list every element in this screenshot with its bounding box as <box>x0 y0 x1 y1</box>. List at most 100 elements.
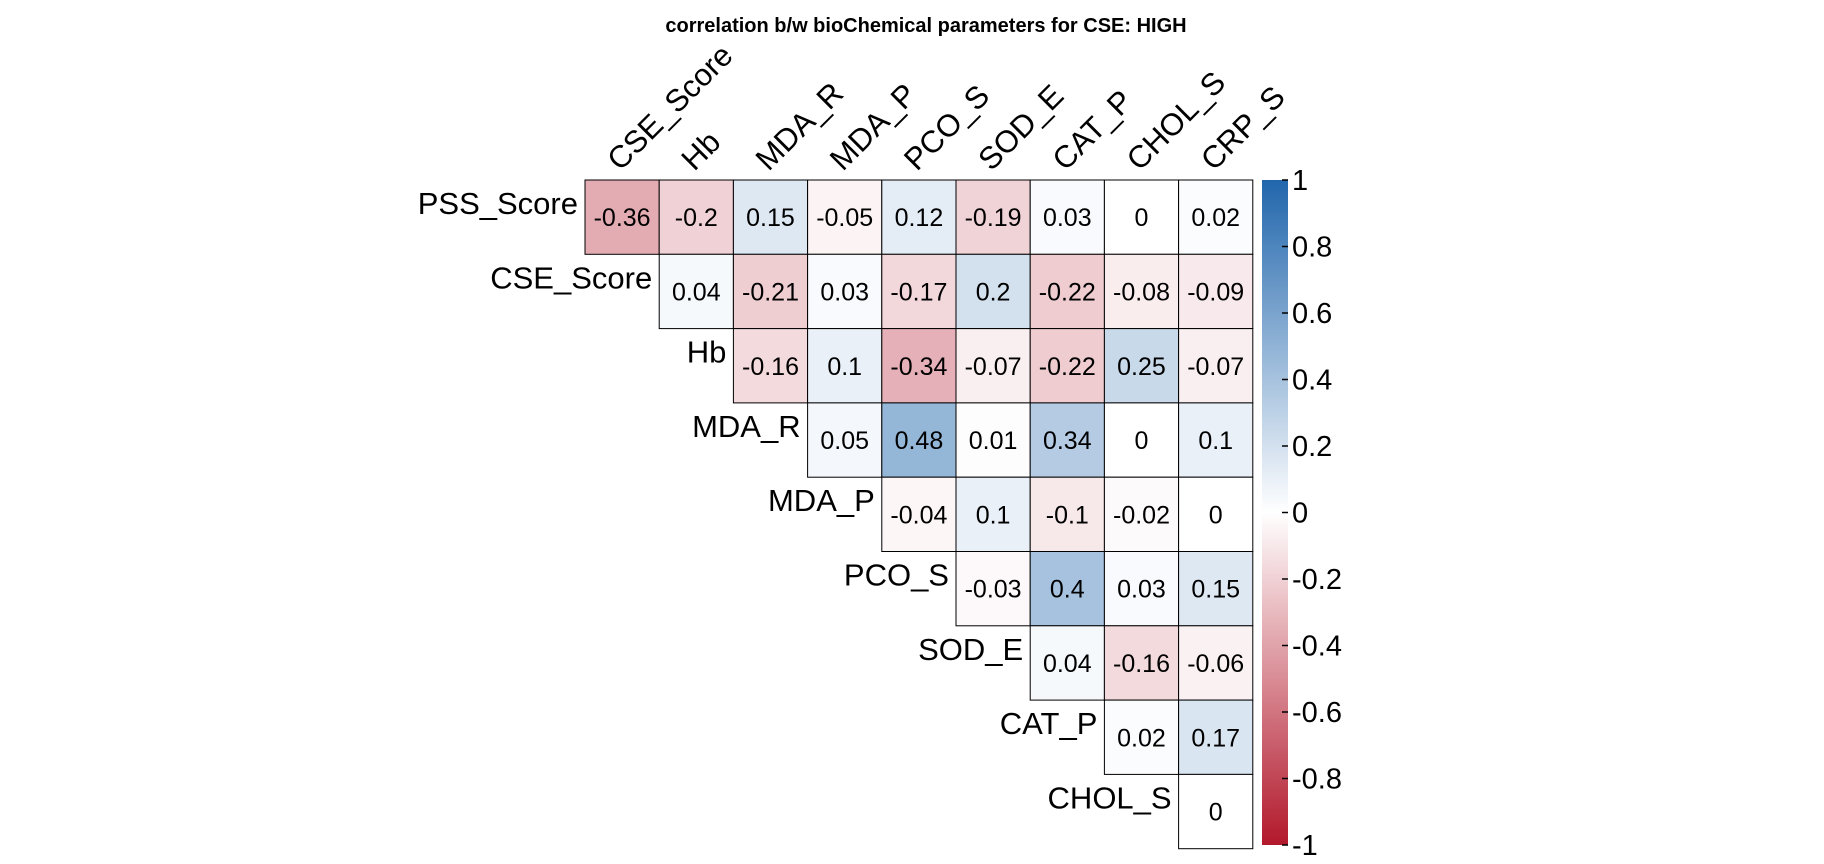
heatmap-cell <box>658 253 734 330</box>
cell-value-label: 0.25 <box>1117 353 1166 381</box>
cell-value-label: -0.16 <box>1113 650 1170 678</box>
cell-value-label: 0.02 <box>1117 724 1166 752</box>
colorbar-tick-label: 0.4 <box>1292 365 1332 397</box>
row-label: PSS_Score <box>418 186 578 221</box>
cell-value-label: 0.15 <box>746 204 795 232</box>
cell-value-label: -0.16 <box>742 353 799 381</box>
heatmap-cell <box>1029 328 1105 404</box>
heatmap-cell <box>807 402 883 478</box>
heatmap-cell <box>1103 699 1180 775</box>
row-labels: PSS_Score CSE_Score Hb MDA_R MDA_P PCO_S SOD_E… <box>418 186 1172 815</box>
row-label: Hb <box>687 335 727 370</box>
colorbar-tick-label: 0 <box>1292 498 1308 530</box>
heatmap-cell <box>1178 328 1254 404</box>
chart-title: correlation b/w bioChemical parameters f… <box>665 15 1186 37</box>
heatmap-cell <box>1029 625 1105 701</box>
heatmap-cell <box>807 179 883 255</box>
cell-value-label: 0.1 <box>1198 427 1233 455</box>
cell-value-label: -0.03 <box>965 576 1022 604</box>
cell-value-label: 0.01 <box>969 427 1018 455</box>
heatmap-cell <box>1178 773 1254 850</box>
row-label: SOD_E <box>918 632 1023 667</box>
cell-value-label: 0.04 <box>672 278 721 306</box>
cell-value-label: -0.07 <box>1187 353 1244 381</box>
heatmap-cell <box>1103 551 1180 627</box>
cell-value-label: -0.34 <box>890 353 947 381</box>
row-label: CAT_P <box>1000 706 1098 741</box>
cell-value-label: 0 <box>1209 501 1223 529</box>
heatmap-cell <box>881 179 957 255</box>
cell-value-label: -0.2 <box>675 204 718 232</box>
colorbar-tick-label: 0.8 <box>1292 232 1332 264</box>
heatmap-cell <box>1029 551 1105 627</box>
heatmap-cell <box>955 328 1031 404</box>
heatmap-cells: -0.36 -0.2 0.15 -0.05 0.12 -0.19 0.03 0 0.02 0.04… <box>584 179 1254 850</box>
heatmap-cell <box>1103 253 1180 330</box>
cell-value-label: -0.36 <box>594 204 651 232</box>
cell-value-label: 0 <box>1135 204 1149 232</box>
cell-value-label: 0.1 <box>827 353 862 381</box>
heatmap-cell <box>881 476 957 553</box>
heatmap-cell <box>807 328 883 404</box>
cell-value-label: -0.22 <box>1039 353 1096 381</box>
cell-value-label: 0.03 <box>820 278 869 306</box>
cell-value-label: -0.02 <box>1113 501 1170 529</box>
heatmap-cell <box>1178 699 1254 775</box>
cell-value-label: 0.02 <box>1191 204 1240 232</box>
column-label: Hb <box>675 124 728 177</box>
cell-value-label: -0.1 <box>1046 501 1089 529</box>
cell-value-label: -0.19 <box>965 204 1022 232</box>
heatmap-cell <box>732 328 809 404</box>
cell-value-label: 0.04 <box>1043 650 1092 678</box>
cell-value-label: 0 <box>1209 799 1223 827</box>
colorbar-tick-label: 0.6 <box>1292 298 1332 330</box>
heatmap-cell <box>1029 402 1105 478</box>
colorbar-tick-label: -0.6 <box>1292 697 1342 729</box>
heatmap-cell <box>881 328 957 404</box>
row-label: CSE_Score <box>490 260 652 295</box>
row-label: CHOL_S <box>1048 780 1172 815</box>
row-label: MDA_R <box>692 409 801 444</box>
heatmap-cell <box>955 551 1031 627</box>
heatmap-cell <box>1178 476 1254 553</box>
cell-value-label: 0.12 <box>895 204 944 232</box>
heatmap-cell <box>955 253 1031 330</box>
cell-value-label: -0.07 <box>965 353 1022 381</box>
colorbar-tick-label: 0.2 <box>1292 431 1332 463</box>
color-legend: 1 0.8 0.6 0.4 0.2 0 -0.2 -0.4 -0.6 -0.8 -1 <box>1262 165 1342 862</box>
cell-value-label: 0.34 <box>1043 427 1092 455</box>
cell-value-label: 0.05 <box>820 427 869 455</box>
heatmap-cell <box>732 179 809 255</box>
cell-value-label: 0.03 <box>1117 576 1166 604</box>
cell-value-label: -0.04 <box>890 501 947 529</box>
cell-value-label: 0 <box>1135 427 1149 455</box>
heatmap-cell <box>1178 253 1254 330</box>
cell-value-label: 0.17 <box>1191 724 1240 752</box>
cell-value-label: 0.03 <box>1043 204 1092 232</box>
heatmap-cell <box>658 179 734 255</box>
cell-value-label: 0.2 <box>976 278 1011 306</box>
heatmap-cell <box>584 179 660 255</box>
row-label: MDA_P <box>768 483 875 518</box>
colorbar-tick-label: -0.4 <box>1292 631 1342 663</box>
cell-value-label: -0.17 <box>890 278 947 306</box>
colorbar-tick-label: 1 <box>1292 165 1308 197</box>
cell-value-label: -0.21 <box>742 278 799 306</box>
heatmap-cell <box>955 179 1031 255</box>
heatmap-cell <box>1103 402 1180 478</box>
cell-value-label: -0.06 <box>1187 650 1244 678</box>
row-label: PCO_S <box>844 558 949 593</box>
heatmap-cell <box>1178 551 1254 627</box>
cell-value-label: 0.4 <box>1050 576 1085 604</box>
colorbar-tick-label: -1 <box>1292 830 1318 862</box>
cell-value-label: -0.09 <box>1187 278 1244 306</box>
cell-value-label: -0.05 <box>816 204 873 232</box>
heatmap-cell <box>955 402 1031 478</box>
colorbar-tick-label: -0.8 <box>1292 764 1342 796</box>
heatmap-cell <box>881 253 957 330</box>
cell-value-label: -0.22 <box>1039 278 1096 306</box>
cell-value-label: -0.08 <box>1113 278 1170 306</box>
cell-value-label: 0.15 <box>1191 576 1240 604</box>
